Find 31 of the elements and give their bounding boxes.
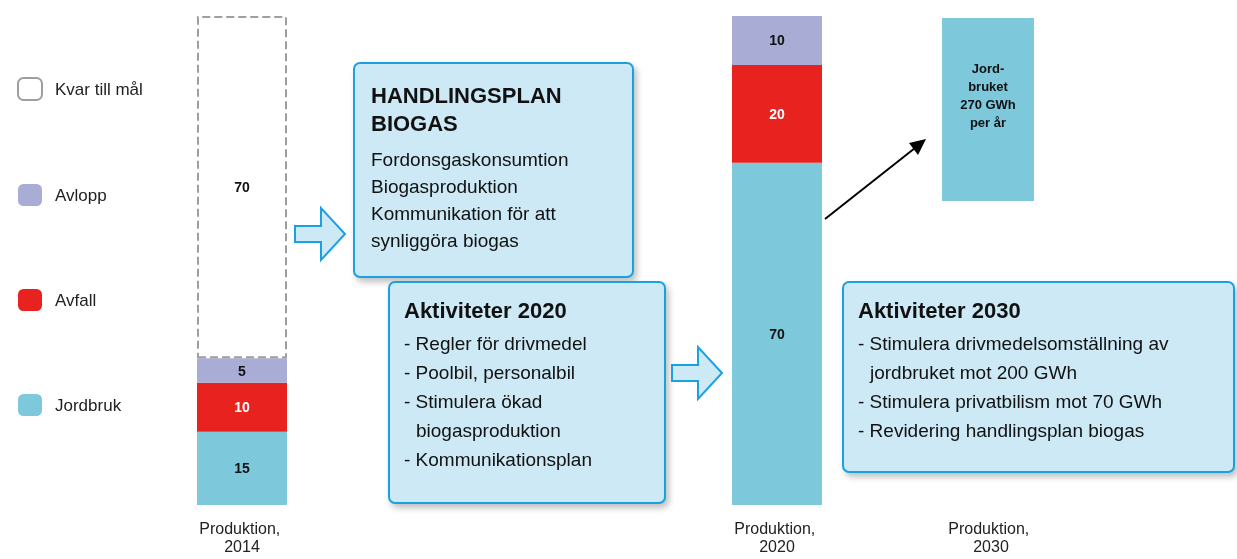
bar	[732, 64, 822, 163]
annotation: HANDLINGSPLAN BIOGAS	[371, 82, 563, 138]
bar	[732, 16, 822, 65]
bar	[732, 162, 822, 505]
annotation: Fordonsgaskonsumtion Biogasproduktion Kommunikation för att synliggöra biogas	[371, 148, 570, 253]
data-label: 10	[234, 399, 250, 416]
data-label: 5	[238, 362, 247, 379]
x-tick-label: Produktion, 2020	[734, 519, 820, 555]
text-box: Aktiviteter 2020 - Regler för drivmedel - Poolbil, personalbil - Stimulera ökad biogasproduktion - Kommunikationsplan	[388, 281, 666, 504]
text-box: HANDLINGSPLAN BIOGAS Fordonsgaskonsumtion Biogasproduktion Kommunikation för att synliggöra biogas	[353, 62, 634, 278]
text-box: Jord-bruket 270 GWh per år	[942, 18, 1034, 201]
legend-label: Kvar till mål	[55, 79, 143, 99]
annotation: - Stimulera drivmedelsomställning av jordbruket mot 200 GWh - Stimulera privatbilism mot 70 GWh - Revidering handlingsplan biogas	[858, 332, 1170, 443]
legend-label: Avlopp	[55, 185, 107, 205]
bar	[197, 431, 287, 505]
bar	[197, 16, 287, 359]
data-label: 10	[769, 32, 785, 49]
data-label: 15	[234, 460, 250, 477]
data-label: 70	[234, 179, 250, 196]
text-box: Aktiviteter 2030 - Stimulera drivmedelsomställning av jordbruket mot 200 GWh - Stimulera privatbilism mot 70 GWh - Revidering handlingsplan biogas	[842, 281, 1235, 473]
bar	[197, 358, 287, 383]
legend-label: Avfall	[55, 290, 97, 310]
data-label: 20	[769, 105, 785, 122]
data-label: 70	[769, 325, 785, 342]
legend-label: Jordbruk	[55, 395, 122, 415]
bar	[197, 382, 287, 432]
x-tick-label: Produktion, 2030	[948, 519, 1034, 555]
annotation: Aktiviteter 2020	[404, 297, 568, 325]
annotation: - Regler för drivmedel - Poolbil, personalbil - Stimulera ökad biogasproduktion - Kommunikationsplan	[404, 332, 593, 472]
x-tick-label: Produktion, 2014	[199, 519, 285, 555]
annotation: Aktiviteter 2030	[858, 297, 1022, 325]
